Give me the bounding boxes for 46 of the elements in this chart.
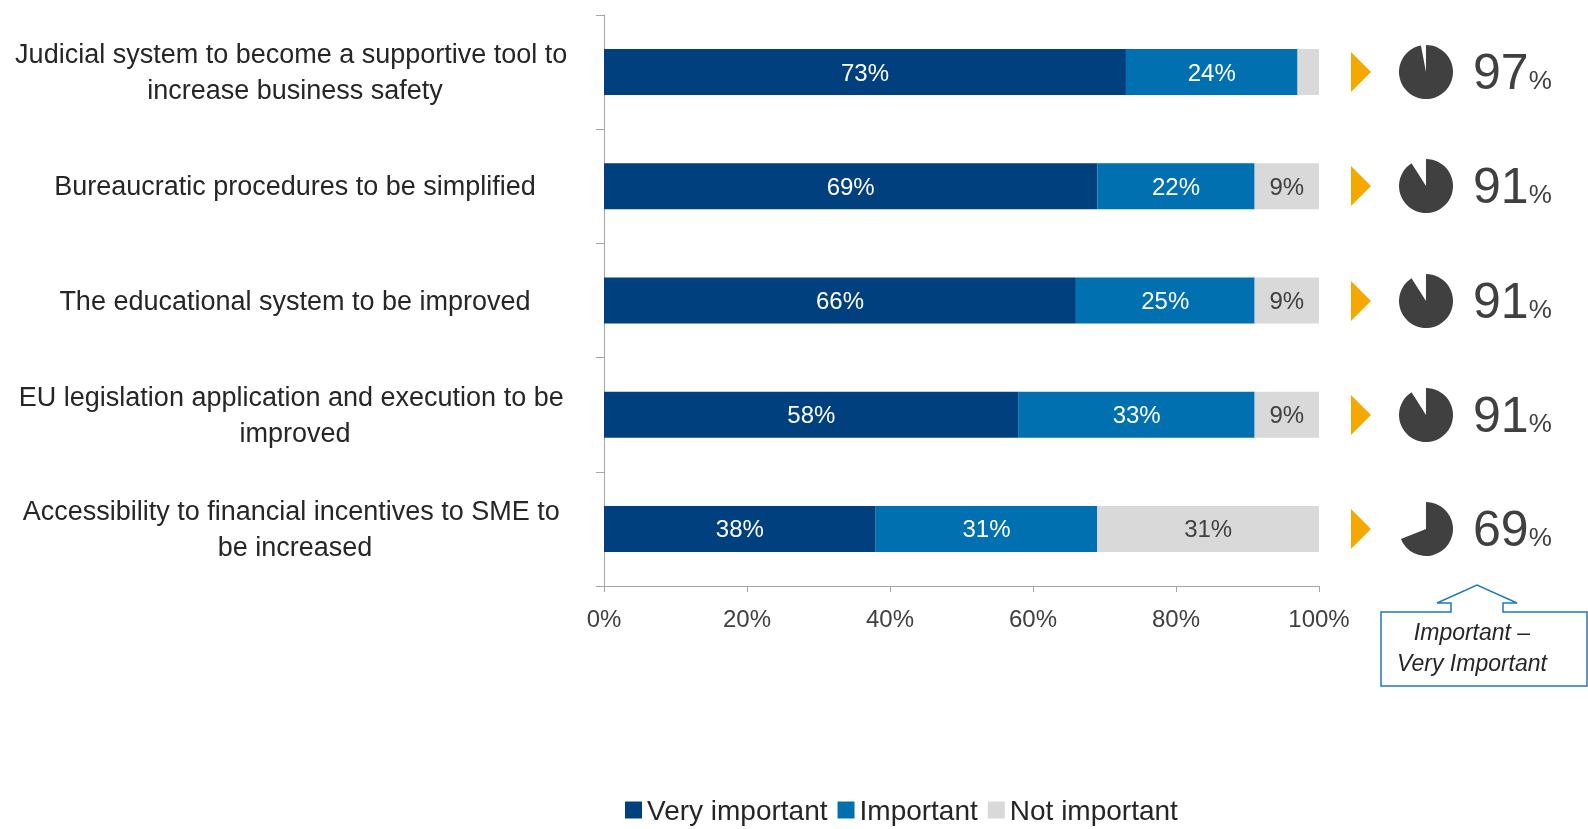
- bar: [604, 505, 876, 552]
- data-label: 31%: [962, 515, 1011, 543]
- data-label: 73%: [840, 58, 889, 86]
- data-label: 9%: [1269, 287, 1305, 314]
- text: 97%: [1473, 44, 1552, 101]
- text: 91%: [1473, 386, 1552, 443]
- bar: [604, 391, 1019, 438]
- y-tick-label: Judicial system to become a supportive tool to increase business safety: [15, 39, 575, 106]
- bar: [1075, 277, 1255, 324]
- x-tick-label: 100%: [1288, 604, 1350, 632]
- legend-label: Not important: [1009, 794, 1179, 826]
- bar: [604, 49, 1126, 96]
- bar: [875, 505, 1098, 552]
- bar: [1097, 505, 1319, 552]
- text: 91%: [1473, 272, 1552, 329]
- data-label: 25%: [1141, 287, 1190, 314]
- y-tick-label: Accessibility to financial incentives to SME to be increased: [22, 495, 568, 562]
- data-label: 24%: [1187, 58, 1236, 86]
- data-label: 9%: [1269, 401, 1305, 429]
- y-tick-label: Bureaucratic procedures to be simplified: [54, 171, 536, 202]
- text: Important – Very Important: [1396, 618, 1549, 678]
- data-label: 33%: [1112, 401, 1161, 429]
- data-label: 38%: [715, 515, 764, 543]
- x-tick-label: 0%: [586, 604, 622, 632]
- x-tick-label: 80%: [1151, 604, 1201, 632]
- x-tick-label: 20%: [722, 604, 772, 632]
- y-tick-label: The educational system to be improved: [59, 285, 531, 316]
- data-label: 22%: [1151, 172, 1201, 200]
- data-label: 31%: [1184, 515, 1233, 543]
- y-tick-label: EU legislation application and execution to be improved: [18, 381, 572, 448]
- bar: [604, 277, 1076, 324]
- legend-label: Very important: [647, 794, 828, 826]
- bar: [604, 163, 1098, 210]
- data-label: 66%: [815, 287, 864, 314]
- bar: [1018, 391, 1255, 438]
- text: 69%: [1473, 500, 1552, 557]
- legend-label: Important: [859, 794, 979, 826]
- data-label: 69%: [826, 172, 875, 200]
- x-tick-label: 60%: [1008, 604, 1058, 632]
- data-label: 58%: [787, 401, 836, 429]
- x-tick-label: 40%: [865, 604, 915, 632]
- bar: [1097, 163, 1255, 210]
- data-label: 9%: [1269, 172, 1305, 200]
- bar: [1297, 49, 1319, 96]
- text: 91%: [1473, 158, 1552, 215]
- bar: [1125, 49, 1298, 96]
